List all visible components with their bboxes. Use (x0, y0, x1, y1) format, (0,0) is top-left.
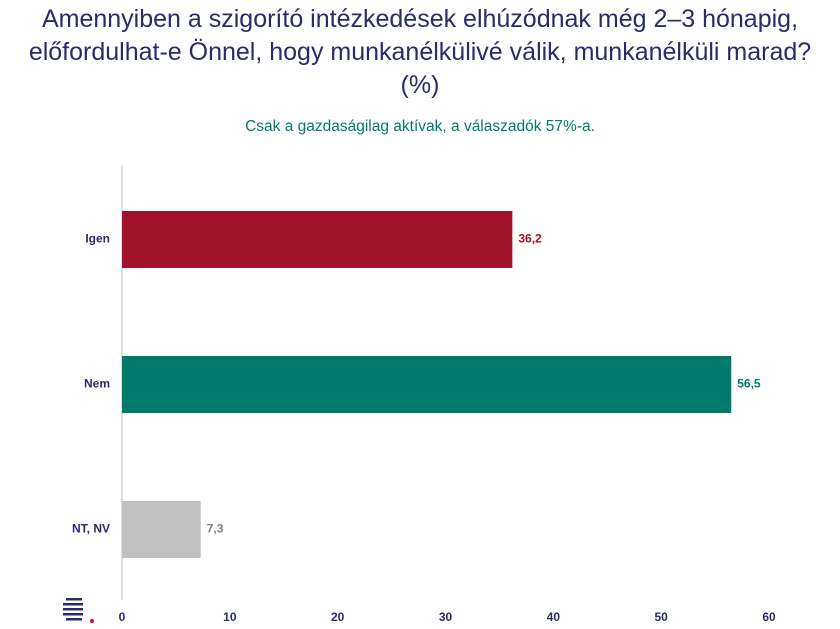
y-tick-label: Nem (84, 377, 110, 391)
chart-subtitle: Csak a gazdaságilag aktívak, a válaszadó… (245, 118, 595, 135)
x-tick-label: 20 (331, 610, 345, 624)
value-label: 56,5 (737, 377, 761, 391)
logo (63, 598, 94, 623)
y-tick-label: Igen (85, 232, 110, 246)
chart-title: Amennyiben a szigorító intézkedések elhú… (28, 5, 812, 99)
value-label: 36,2 (518, 232, 542, 246)
x-tick-label: 10 (223, 610, 237, 624)
value-label: 7,3 (207, 522, 224, 536)
bar (122, 356, 732, 413)
x-tick-label: 40 (547, 610, 561, 624)
x-tick-label: 30 (439, 610, 453, 624)
x-tick-label: 60 (762, 610, 776, 624)
bar (122, 211, 513, 268)
bar (122, 501, 201, 558)
x-tick-label: 50 (654, 610, 668, 624)
y-tick-label: NT, NV (72, 522, 110, 536)
x-tick-label: 0 (119, 610, 126, 624)
